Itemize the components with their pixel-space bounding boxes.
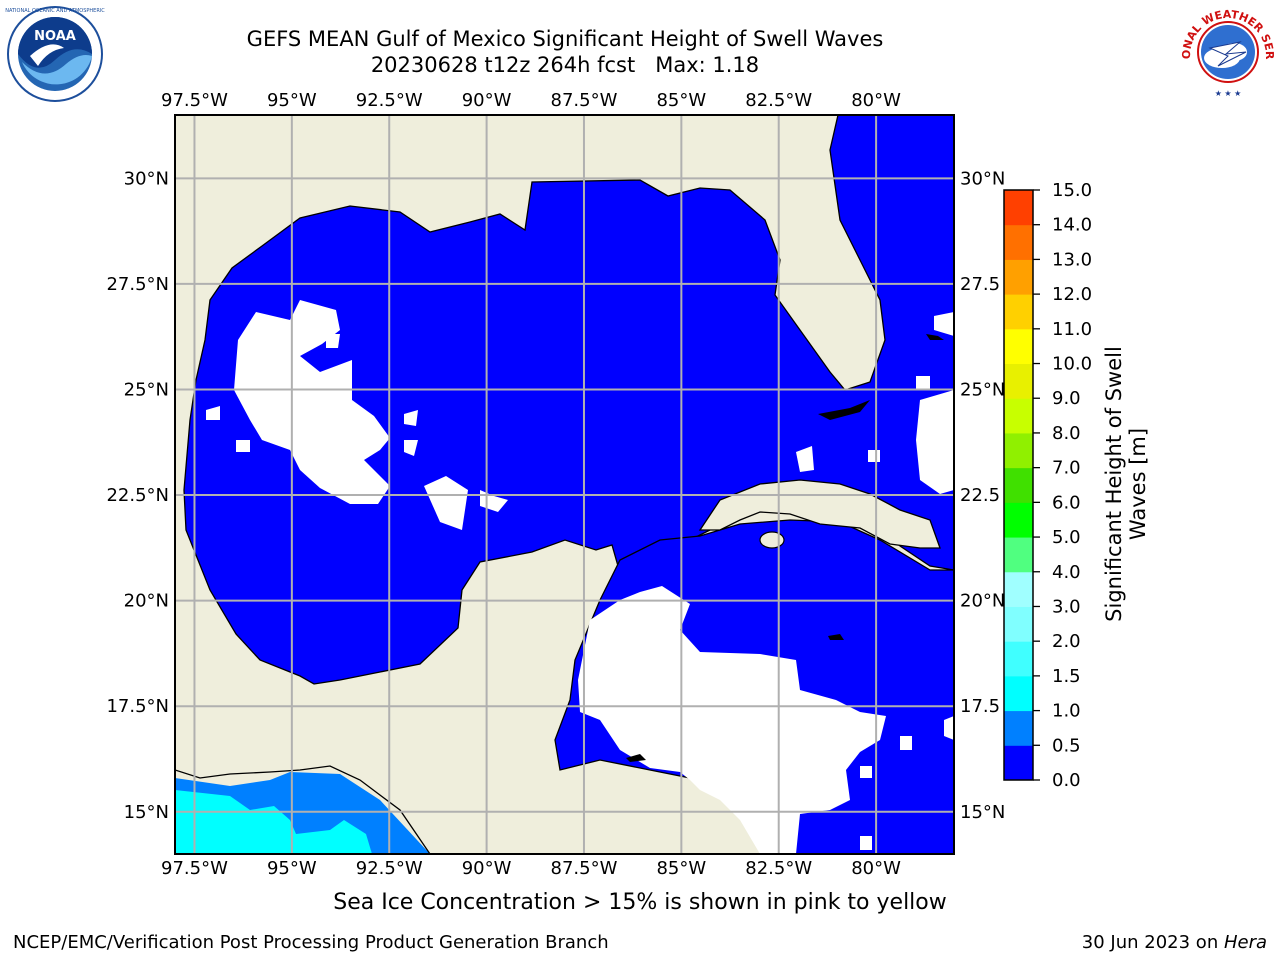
lon-label-top: 95°W: [267, 90, 317, 111]
lat-label-left: 27.5°N: [106, 274, 169, 295]
lat-label-right: 17.5: [960, 696, 1000, 717]
colorbar-tick-label: 12.0: [1052, 284, 1092, 305]
title-line-2: 20230628 t12z 264h fcst Max: 1.18: [370, 53, 760, 77]
colorbar-tick-label: 3.0: [1052, 596, 1081, 617]
lon-label-top: 92.5°W: [356, 90, 423, 111]
lon-label-top: 90°W: [462, 90, 512, 111]
island-shape: [828, 634, 844, 640]
lat-label-right: 30°N: [960, 168, 1005, 189]
svg-text:★ ★ ★: ★ ★ ★: [1215, 89, 1242, 98]
colorbar-segment: [1004, 190, 1033, 226]
lon-label-top: 85°W: [656, 90, 706, 111]
footer-date-text: 30 Jun 2023 on: [1081, 932, 1224, 953]
lon-label-bottom: 80°W: [851, 858, 901, 879]
colorbar-tick-label: 4.0: [1052, 562, 1081, 583]
colorbar-segment: [1004, 675, 1033, 712]
lat-label-left: 20°N: [124, 591, 169, 612]
colorbar-tick-label: 0.0: [1052, 770, 1081, 791]
colorbar-tick-label: 15.0: [1052, 180, 1092, 201]
colorbar-tick-label: 5.0: [1052, 527, 1081, 548]
colorbar-frame: [1003, 189, 1034, 781]
colorbar-segment: [1004, 502, 1033, 538]
lon-label-bottom: 97.5°W: [161, 858, 228, 879]
colorbar-segment: [1004, 745, 1033, 781]
colorbar-segment: [1004, 328, 1033, 365]
colorbar-label: Significant Height of Swell Waves [m]: [1102, 346, 1150, 622]
noaa-logo-icon: NOAA NATIONAL OCEANIC AND ATMOSPHERIC: [5, 6, 105, 102]
lat-label-right: 15°N: [960, 802, 1005, 823]
lon-label-top: 87.5°W: [551, 90, 618, 111]
colorbar-tick-label: 13.0: [1052, 249, 1092, 270]
colorbar-segment: [1004, 537, 1033, 573]
lon-label-bottom: 82.5°W: [745, 858, 812, 879]
lat-label-left: 25°N: [124, 379, 169, 400]
colorbar-tick-label: 6.0: [1052, 492, 1081, 513]
footer-credit: NCEP/EMC/Verification Post Processing Pr…: [13, 932, 609, 953]
title-line-1: GEFS MEAN Gulf of Mexico Significant Hei…: [246, 27, 884, 51]
colorbar-segment: [1004, 571, 1033, 607]
lon-label-bottom: 95°W: [267, 858, 317, 879]
colorbar-segment: [1004, 398, 1033, 434]
lat-label-right: 20°N: [960, 591, 1005, 612]
lon-label-bottom: 90°W: [462, 858, 512, 879]
pacific-swell-high-region: [175, 790, 372, 854]
pacific-coast: [175, 765, 431, 854]
nws-logo-icon: NATIONAL WEATHER SERVICE ★ ★ ★: [1176, 2, 1276, 98]
colorbar-tick-label: 1.5: [1052, 666, 1081, 687]
cuba-land: [698, 479, 941, 549]
colorbar-tick-label: 14.0: [1052, 215, 1092, 236]
footer-machine: Hera: [1223, 932, 1267, 953]
colorbar-tick-label: 2.0: [1052, 631, 1081, 652]
svg-text:NATIONAL OCEANIC AND ATMOSPHER: NATIONAL OCEANIC AND ATMOSPHERIC: [5, 8, 105, 14]
colorbar: 0.0 0.5 1.0 1.5 2.0 3.0 4.0 5.0 6.0 7.0 8.0 9.0 10.0…: [1003, 180, 1092, 791]
lon-label-top: 82.5°W: [745, 90, 812, 111]
map-area: [175, 115, 954, 854]
colorbar-segment: [1004, 224, 1033, 260]
lon-label-bottom: 87.5°W: [551, 858, 618, 879]
lon-label-bottom: 92.5°W: [356, 858, 423, 879]
white-patches: [206, 300, 954, 854]
lat-label-left: 15°N: [124, 802, 169, 823]
colorbar-tick-label: 7.0: [1052, 458, 1081, 479]
colorbar-segment: [1004, 606, 1033, 642]
isla-juventud-land: [759, 531, 785, 549]
colorbar-segment: [1004, 710, 1033, 746]
gulf-swell-region: [183, 115, 954, 685]
colorbar-segment: [1004, 432, 1033, 469]
colorbar-tick-label: 8.0: [1052, 423, 1081, 444]
footer-date: 30 Jun 2023 on Hera: [1082, 932, 1267, 953]
island-shape: [926, 334, 944, 340]
colorbar-tick-label: 9.0: [1052, 388, 1081, 409]
chart-title: GEFS MEAN Gulf of Mexico Significant Hei…: [0, 26, 1130, 78]
lon-label-top: 97.5°W: [161, 90, 228, 111]
island-shape: [626, 754, 646, 762]
colorbar-segment: [1004, 363, 1033, 399]
gridlines: [175, 115, 954, 854]
island-shape: [818, 400, 870, 420]
lat-label-left: 30°N: [124, 168, 169, 189]
lon-label-bottom: 85°W: [656, 858, 706, 879]
colorbar-segment: [1004, 467, 1033, 503]
lat-label-right: 22.5: [960, 485, 1000, 506]
colorbar-segment: [1004, 259, 1033, 295]
lat-label-left: 22.5°N: [106, 485, 169, 506]
lon-label-top: 80°W: [851, 90, 901, 111]
map-frame: [174, 114, 955, 855]
caption: Sea Ice Concentration > 15% is shown in …: [333, 890, 947, 915]
colorbar-tick-label: 1.0: [1052, 701, 1081, 722]
lat-label-right: 25°N: [960, 379, 1005, 400]
lat-label-left: 17.5°N: [106, 696, 169, 717]
colorbar-segment: [1004, 294, 1033, 330]
svg-text:NOAA: NOAA: [34, 29, 76, 44]
colorbar-tick-label: 0.5: [1052, 735, 1081, 756]
colorbar-tick-label: 11.0: [1052, 319, 1092, 340]
colorbar-segment: [1004, 641, 1033, 677]
lat-label-right: 27.5: [960, 274, 1000, 295]
colorbar-tick-label: 10.0: [1052, 354, 1092, 375]
